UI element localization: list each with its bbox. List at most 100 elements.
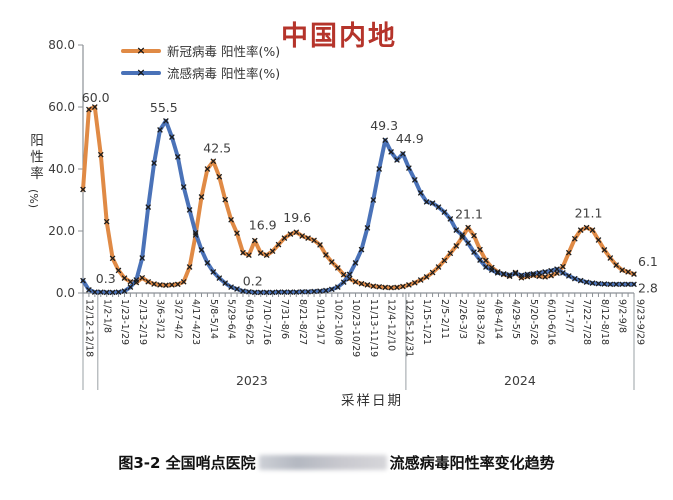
data-point-marker xyxy=(275,289,282,295)
x-tick-label: 4/17-4/23 xyxy=(190,299,201,345)
data-point-marker xyxy=(169,134,175,140)
data-point-marker xyxy=(86,106,92,113)
data-point-marker xyxy=(471,249,477,255)
x-tick-label: 2/5-2/11 xyxy=(439,299,450,339)
data-point-marker xyxy=(370,197,377,203)
data-point-marker xyxy=(465,240,471,246)
year-label: 2023 xyxy=(236,373,268,388)
data-point-marker xyxy=(459,234,466,241)
data-point-marker xyxy=(228,284,234,290)
data-point-marker xyxy=(186,207,193,213)
data-point-marker xyxy=(139,274,146,281)
data-point-marker xyxy=(91,289,98,295)
data-point-marker xyxy=(287,289,294,295)
legend-label: 流感病毒 阳性率(%) xyxy=(167,66,281,81)
data-point-marker xyxy=(145,204,152,210)
x-tick-label: 7/1-7/7 xyxy=(563,299,574,333)
chart-canvas: 采样日期 2023 2024 0.0 20.0 40.0 60.0 80.0 12/12-12… xyxy=(48,38,658,409)
x-tick-label: 2/26-3/3 xyxy=(457,299,468,339)
data-point-marker xyxy=(400,283,406,290)
data-point-marker xyxy=(145,278,152,285)
data-point-marker xyxy=(346,271,353,278)
data-point-marker xyxy=(198,194,205,200)
data-point-marker xyxy=(257,250,264,256)
data-point-marker xyxy=(483,257,489,264)
data-point-marker xyxy=(334,265,341,271)
data-point-marker xyxy=(121,275,128,281)
value-annotation: 0.3 xyxy=(96,271,116,286)
x-tick-label: 10/23-10/29 xyxy=(350,299,361,357)
data-point-marker xyxy=(589,280,596,286)
value-annotation: 42.5 xyxy=(203,140,231,155)
data-point-marker xyxy=(216,275,223,281)
data-point-marker xyxy=(139,255,146,261)
legend: × 新冠病毒 阳性率(%) × 流感病毒 阳性率(%) xyxy=(121,42,280,81)
data-point-marker xyxy=(109,289,116,296)
data-point-marker xyxy=(97,289,104,295)
value-annotation: 19.6 xyxy=(283,210,311,225)
data-point-marker xyxy=(512,270,519,277)
data-point-marker xyxy=(115,267,122,274)
y-tick-label: 40.0 xyxy=(48,162,75,176)
data-point-marker xyxy=(613,281,620,288)
x-tick-label: 8/12-8/18 xyxy=(599,299,610,345)
data-point-marker xyxy=(376,166,383,172)
data-point-marker xyxy=(459,232,466,238)
data-point-marker xyxy=(382,284,389,291)
legend-label: 新冠病毒 阳性率(%) xyxy=(167,44,281,59)
x-tick-label: 9/23-9/29 xyxy=(635,299,646,345)
data-point-marker xyxy=(429,200,436,206)
data-point-marker xyxy=(80,277,86,284)
data-point-marker xyxy=(577,227,584,233)
data-point-marker xyxy=(601,247,608,253)
data-point-marker xyxy=(97,151,104,158)
x-axis-title: 采样日期 xyxy=(341,393,403,409)
data-point-marker xyxy=(625,281,631,288)
value-annotation: 21.1 xyxy=(455,207,483,222)
data-point-marker xyxy=(275,241,282,248)
data-point-marker xyxy=(583,224,590,231)
data-point-marker xyxy=(607,281,614,288)
data-point-marker xyxy=(269,248,276,255)
data-point-marker xyxy=(323,252,329,258)
data-point-marker xyxy=(251,237,258,244)
data-point-marker xyxy=(340,279,347,285)
y-tick-label: 20.0 xyxy=(48,224,75,238)
data-point-marker xyxy=(358,246,365,253)
data-point-marker xyxy=(411,176,418,183)
data-point-marker xyxy=(234,230,240,237)
series-line-flu xyxy=(81,118,636,295)
data-point-marker xyxy=(151,160,157,166)
x-tick-label: 8/21-8/27 xyxy=(297,299,308,345)
x-tick-label: 5/20-5/26 xyxy=(528,299,539,345)
legend-line-sample: × xyxy=(121,66,161,79)
data-point-marker xyxy=(536,270,543,276)
data-point-marker xyxy=(388,284,394,291)
x-tick-label: 3/18-3/24 xyxy=(475,299,486,345)
data-point-marker xyxy=(394,157,400,163)
data-point-marker xyxy=(317,242,323,248)
data-point-marker xyxy=(328,286,335,293)
data-point-marker xyxy=(340,271,347,278)
series-line-covid xyxy=(81,105,636,290)
data-point-marker xyxy=(240,288,246,294)
data-point-marker xyxy=(453,227,460,233)
data-point-marker xyxy=(281,289,288,295)
legend-line-sample: × xyxy=(121,44,161,57)
value-annotation: 21.1 xyxy=(575,206,603,221)
data-point-marker xyxy=(631,281,637,288)
data-point-marker xyxy=(483,264,489,270)
data-point-marker xyxy=(180,278,187,285)
data-point-marker xyxy=(222,196,229,203)
data-point-marker xyxy=(524,273,531,280)
data-point-marker xyxy=(560,270,566,276)
y-tick-label: 0.0 xyxy=(56,286,75,300)
data-point-marker xyxy=(287,231,294,237)
x-tick-label: 11/13-11/19 xyxy=(368,299,379,357)
data-point-marker xyxy=(240,249,246,256)
data-point-marker xyxy=(571,235,578,242)
value-annotation: 0.2 xyxy=(243,273,263,288)
data-point-marker xyxy=(103,218,110,225)
data-point-marker xyxy=(334,284,341,290)
